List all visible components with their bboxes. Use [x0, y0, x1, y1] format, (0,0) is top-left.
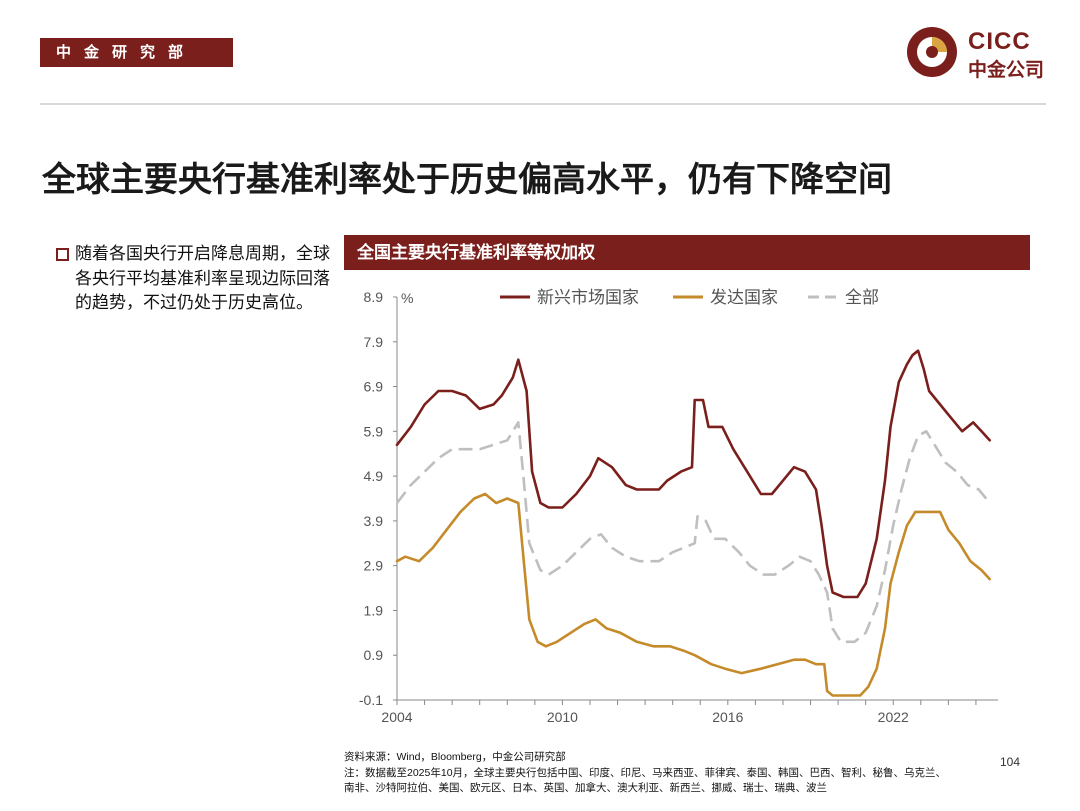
- header-divider: [40, 103, 1046, 105]
- legend-label: 新兴市场国家: [537, 288, 639, 307]
- cicc-logo-icon: [907, 27, 957, 77]
- y-tick-label: 5.9: [364, 423, 384, 439]
- series-line: [395, 421, 991, 644]
- y-axis-unit: %: [401, 290, 413, 306]
- y-tick-label: 2.9: [364, 558, 384, 574]
- logo-english: CICC: [968, 28, 1031, 55]
- legend-label: 发达国家: [710, 288, 778, 307]
- footnote-line-1: 注：数据截至2025年10月，全球主要央行包括中国、印度、印尼、马来西亚、菲律宾…: [344, 766, 947, 779]
- chart-header: 全国主要央行基准利率等权加权: [344, 235, 1030, 270]
- page-number: 104: [1000, 755, 1021, 769]
- legend-label: 全部: [845, 288, 879, 307]
- y-tick-label: 0.9: [364, 647, 384, 663]
- logo-chinese: 中金公司: [968, 60, 1045, 81]
- series-line: [395, 492, 991, 697]
- y-tick-label: -0.1: [359, 692, 383, 708]
- company-logo: CICC 中金公司: [906, 26, 1050, 82]
- line-chart: 8.9 7.9 6.9 5.9 4.9 3.9 2.9 1.9 0.9 -0.1% 2004 2010…: [359, 288, 998, 725]
- y-tick-label: 4.9: [364, 468, 384, 484]
- footer-notes: 资料来源：Wind，Bloomberg，中金公司研究部 注：数据截至2025年1…: [344, 750, 1044, 797]
- department-banner: 中金研究部: [40, 38, 233, 67]
- x-tick-label: 2016: [712, 709, 743, 725]
- footnote-line-2: 南非、沙特阿拉伯、美国、欧元区、日本、英国、加拿大、澳大利亚、新西兰、挪威、瑞士…: [344, 782, 827, 794]
- source-note: 资料来源：Wind，Bloomberg，中金公司研究部: [344, 751, 566, 763]
- y-tick-label: 1.9: [364, 602, 384, 618]
- x-tick-label: 2004: [381, 709, 412, 725]
- y-tick-label: 7.9: [364, 334, 384, 350]
- x-tick-label: 2022: [878, 709, 909, 725]
- bullet-point: 随着各国央行开启降息周期，全球各央行平均基准利率呈现边际回落的趋势，不过仍处于历…: [56, 242, 331, 316]
- x-tick-label: 2010: [547, 709, 578, 725]
- square-bullet-icon: [56, 248, 69, 261]
- bullet-text: 随着各国央行开启降息周期，全球各央行平均基准利率呈现边际回落的趋势，不过仍处于历…: [75, 244, 330, 312]
- y-tick-label: 6.9: [364, 379, 384, 395]
- y-tick-label: 8.9: [364, 289, 384, 305]
- page-title: 全球主要央行基准利率处于历史偏高水平，仍有下降空间: [42, 161, 892, 199]
- series-line: [395, 349, 991, 599]
- y-tick-label: 3.9: [364, 513, 384, 529]
